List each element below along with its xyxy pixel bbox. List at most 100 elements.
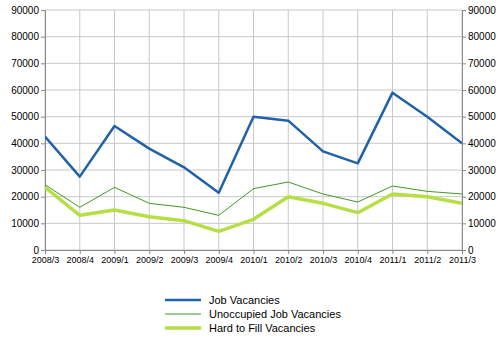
legend-swatch xyxy=(165,326,201,330)
tick-mark xyxy=(45,250,46,254)
tick: 70000 xyxy=(11,58,45,69)
grid-line xyxy=(288,10,289,250)
tick: 2008/3 xyxy=(32,250,60,265)
legend-item: Job Vacancies xyxy=(165,294,280,306)
axis-line xyxy=(41,11,46,251)
tick-mark xyxy=(288,250,289,254)
grid-line xyxy=(392,10,393,250)
tick: 0 xyxy=(462,245,474,256)
tick: 40000 xyxy=(11,138,45,149)
tick-label: 2008/4 xyxy=(66,255,94,265)
tick: 40000 xyxy=(462,138,496,149)
tick: 2011/1 xyxy=(380,250,407,265)
tick-mark xyxy=(41,143,45,144)
tick-mark xyxy=(41,10,45,11)
tick-mark xyxy=(41,63,45,64)
tick-mark xyxy=(462,250,463,254)
tick-label: 2011/2 xyxy=(414,255,441,265)
tick: 2009/3 xyxy=(171,250,199,265)
series-line xyxy=(45,93,462,193)
tick-label: 60000 xyxy=(11,85,39,96)
tick-label: 0 xyxy=(468,245,474,256)
tick: 2010/2 xyxy=(275,250,303,265)
tick-label: 90000 xyxy=(11,5,39,16)
tick-mark xyxy=(41,250,45,251)
tick-label: 20000 xyxy=(468,191,496,202)
y-axis-right: 0 10000 20000 30000 40000 50000 60000 70000 8000… xyxy=(462,5,496,256)
tick: 50000 xyxy=(462,111,496,122)
tick: 2010/4 xyxy=(344,250,372,265)
tick-label: 2009/2 xyxy=(136,255,164,265)
tick: 2011/2 xyxy=(414,250,441,265)
tick-mark xyxy=(462,170,466,171)
tick-label: 2010/1 xyxy=(240,255,268,265)
tick-mark xyxy=(254,250,255,254)
tick: 60000 xyxy=(11,85,45,96)
axis-line xyxy=(46,251,463,255)
tick-label: 60000 xyxy=(468,85,496,96)
tick: 30000 xyxy=(11,165,45,176)
tick: 2010/3 xyxy=(310,250,338,265)
tick: 90000 xyxy=(11,5,45,16)
tick-mark xyxy=(41,170,45,171)
tick-label: 20000 xyxy=(11,191,39,202)
tick: 2009/2 xyxy=(136,250,164,265)
tick: 20000 xyxy=(462,191,496,202)
grid-line xyxy=(114,10,115,250)
tick-mark xyxy=(462,143,466,144)
tick-mark xyxy=(41,37,45,38)
tick-mark xyxy=(80,250,81,254)
tick-label: 50000 xyxy=(468,111,496,122)
tick-label: 0 xyxy=(33,245,39,256)
legend-label: Unoccupied Job Vacancies xyxy=(209,308,341,320)
tick-label: 70000 xyxy=(468,58,496,69)
tick-label: 80000 xyxy=(11,31,39,42)
tick: 2008/4 xyxy=(66,250,94,265)
legend-item: Hard to Fill Vacancies xyxy=(165,322,316,334)
tick: 80000 xyxy=(11,31,45,42)
tick: 2009/1 xyxy=(101,250,129,265)
tick-label: 80000 xyxy=(468,31,496,42)
tick-label: 50000 xyxy=(11,111,39,122)
tick-label: 2009/4 xyxy=(205,255,233,265)
tick: 2009/4 xyxy=(205,250,233,265)
tick-mark xyxy=(462,223,466,224)
tick-mark xyxy=(427,250,428,254)
grid-line xyxy=(218,10,219,250)
tick: 30000 xyxy=(462,165,496,176)
tick-mark xyxy=(41,197,45,198)
tick-label: 2010/4 xyxy=(344,255,372,265)
tick-label: 40000 xyxy=(11,138,39,149)
tick: 70000 xyxy=(462,58,496,69)
tick-label: 2009/1 xyxy=(101,255,129,265)
tick-label: 2009/3 xyxy=(171,255,199,265)
tick: 0 xyxy=(33,245,45,256)
grid xyxy=(45,10,462,250)
tick-label: 2010/3 xyxy=(310,255,338,265)
grid-line xyxy=(253,10,254,250)
tick-label: 2010/2 xyxy=(275,255,303,265)
tick-label: 10000 xyxy=(468,218,496,229)
tick: 50000 xyxy=(11,111,45,122)
legend-swatch xyxy=(165,314,201,315)
legend-item: Unoccupied Job Vacancies xyxy=(165,308,341,320)
series-line xyxy=(45,182,462,215)
tick-mark xyxy=(184,250,185,254)
tick: 2011/3 xyxy=(449,250,476,265)
tick: 2010/1 xyxy=(240,250,268,265)
tick-mark xyxy=(393,250,394,254)
tick: 20000 xyxy=(11,191,45,202)
tick-label: 2011/1 xyxy=(380,255,407,265)
legend-label: Hard to Fill Vacancies xyxy=(209,322,316,334)
y-axis-left: 0 10000 20000 30000 40000 50000 60000 70000 8000… xyxy=(11,5,45,256)
grid-line xyxy=(323,10,324,250)
series-line xyxy=(45,187,462,231)
tick-label: 30000 xyxy=(468,165,496,176)
tick-mark xyxy=(41,223,45,224)
tick-mark xyxy=(358,250,359,254)
tick-label: 10000 xyxy=(11,218,39,229)
tick-mark xyxy=(149,250,150,254)
axis-line xyxy=(463,11,467,251)
tick-label: 40000 xyxy=(468,138,496,149)
tick-label: 90000 xyxy=(468,5,496,16)
